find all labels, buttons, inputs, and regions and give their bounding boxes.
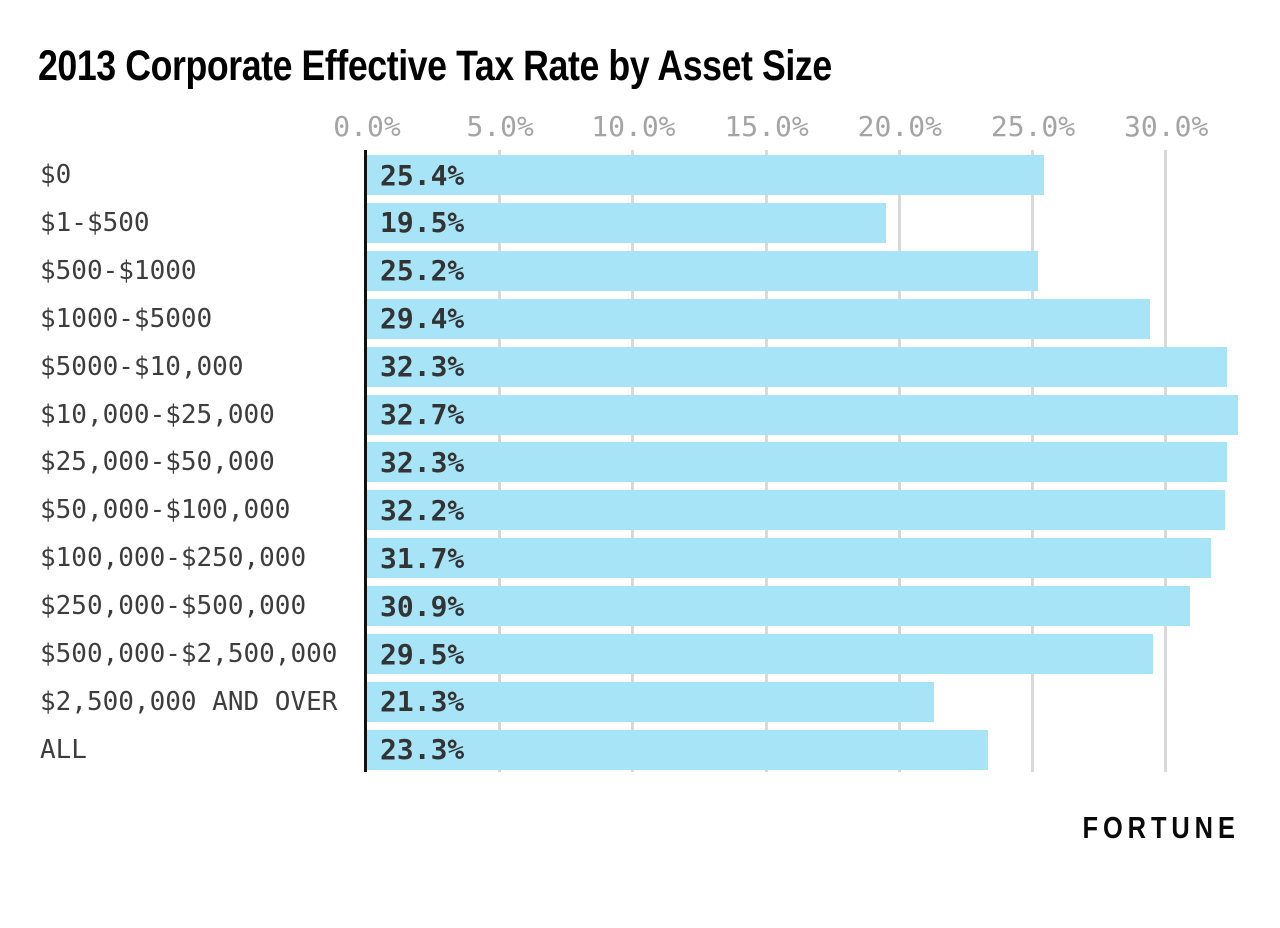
bar: 32.3% xyxy=(367,346,1228,387)
x-tick-label: 15.0% xyxy=(724,110,809,143)
bar: 25.2% xyxy=(367,250,1039,291)
category-label: $10,000-$25,000 xyxy=(40,399,275,430)
x-tick-label: 20.0% xyxy=(857,110,942,143)
bar: 29.5% xyxy=(367,634,1153,674)
y-axis-line xyxy=(364,150,367,772)
bar-value-label: 29.5% xyxy=(380,637,465,671)
x-tick-label: 25.0% xyxy=(990,110,1076,143)
bar-value-label: 32.3% xyxy=(380,445,465,479)
chart-title: 2013 Corporate Effective Tax Rate by Ass… xyxy=(38,42,832,90)
bar-value-label: 25.4% xyxy=(380,158,465,192)
bar-value-label: 25.2% xyxy=(380,254,465,288)
fortune-logo: FORTUNE xyxy=(1082,810,1240,845)
x-tick-label: 5.0% xyxy=(466,110,534,143)
category-label: $500-$1000 xyxy=(40,255,197,286)
x-tick-label: 30.0% xyxy=(1124,110,1209,143)
bar: 32.2% xyxy=(367,490,1225,531)
bar-value-label: 23.3% xyxy=(380,733,465,767)
category-label: $250,000-$500,000 xyxy=(40,591,307,622)
bar-value-label: 32.3% xyxy=(380,350,465,384)
category-label: $1-$500 xyxy=(40,207,150,238)
bar: 30.9% xyxy=(367,586,1191,627)
bar-value-label: 32.7% xyxy=(380,398,465,431)
bar-value-label: 29.4% xyxy=(380,302,465,336)
category-label: $5000-$10,000 xyxy=(40,351,244,382)
category-label: $50,000-$100,000 xyxy=(40,495,291,526)
category-label: $1000-$5000 xyxy=(40,303,213,334)
bar: 32.7% xyxy=(367,394,1239,435)
bar: 31.7% xyxy=(367,538,1212,579)
bar-value-label: 21.3% xyxy=(380,685,465,719)
bar-value-label: 31.7% xyxy=(380,541,465,575)
bar: 21.3% xyxy=(367,681,935,722)
bar-value-label: 32.2% xyxy=(380,493,465,527)
category-label: $500,000-$2,500,000 xyxy=(40,639,338,669)
bar-value-label: 19.5% xyxy=(380,206,465,240)
category-label: ALL xyxy=(40,734,87,765)
bar: 19.5% xyxy=(367,202,887,243)
category-label: $2,500,000 AND OVER xyxy=(40,686,338,717)
category-label: $25,000-$50,000 xyxy=(40,447,275,478)
category-label: $100,000-$250,000 xyxy=(40,543,307,574)
bar: 29.4% xyxy=(367,298,1151,339)
x-tick-label: 10.0% xyxy=(591,110,676,143)
bar-value-label: 30.9% xyxy=(380,589,465,623)
category-label: $0 xyxy=(40,160,72,190)
plot-area: 25.4% 19.5% 25.2% 29.4% 32.3% 32.7% 32.3% 32.2%… xyxy=(0,150,1280,772)
x-tick-label: 0.0% xyxy=(333,110,401,143)
bar: 32.3% xyxy=(367,442,1228,483)
bar: 23.3% xyxy=(367,729,988,770)
bar: 25.4% xyxy=(367,155,1044,195)
